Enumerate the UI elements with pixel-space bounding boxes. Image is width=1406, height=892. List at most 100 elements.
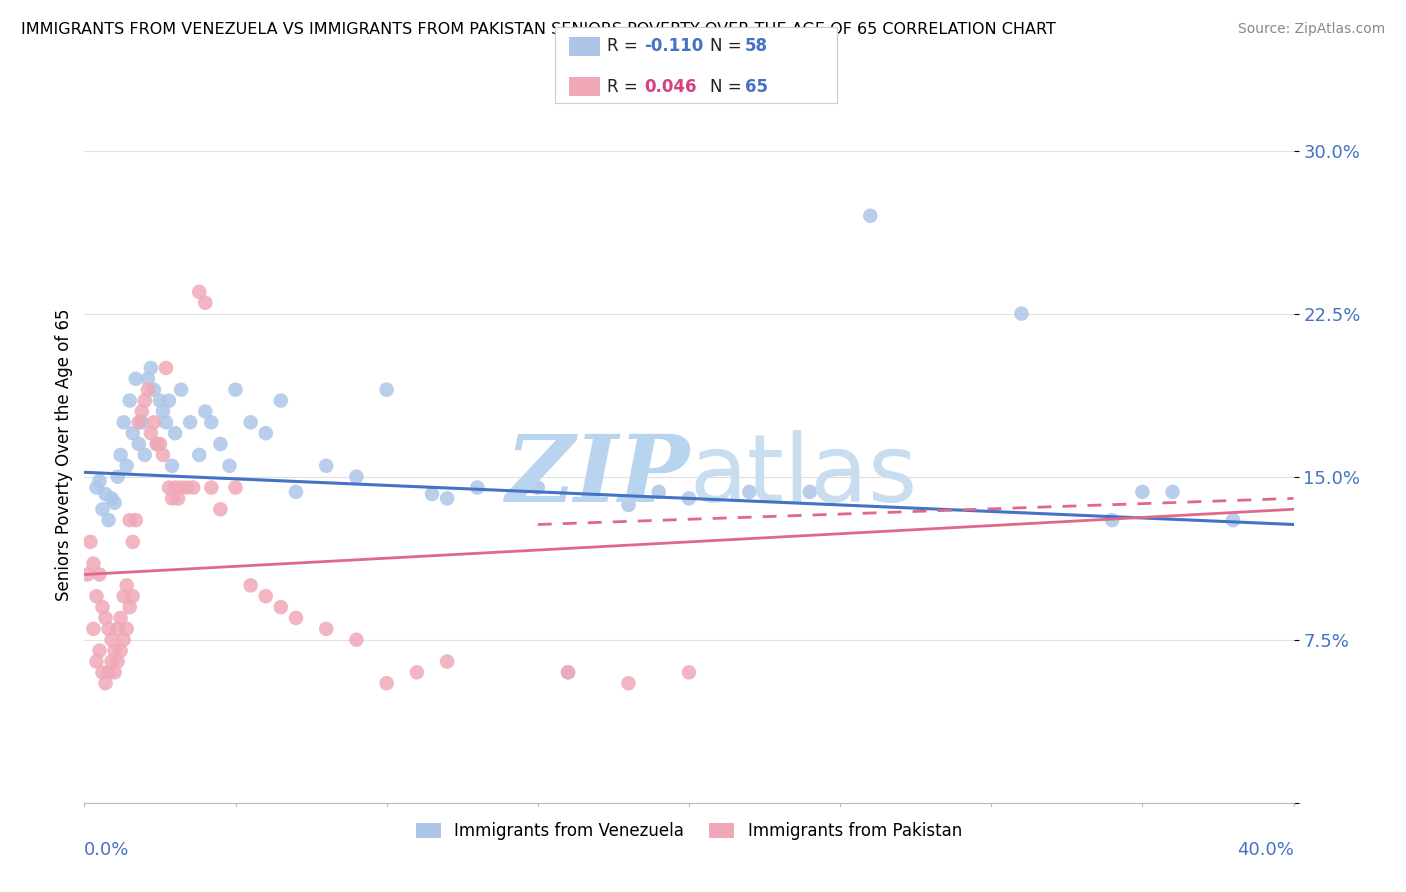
Point — [254, 426, 277, 441]
Text: 65: 65 — [745, 78, 768, 95]
Point — [100, 632, 122, 647]
Point — [188, 285, 211, 299]
Point — [118, 513, 141, 527]
Point — [200, 481, 222, 495]
Point — [557, 665, 579, 680]
Point — [94, 611, 117, 625]
Point — [104, 496, 127, 510]
Point — [149, 393, 172, 408]
Point — [104, 665, 127, 680]
Point — [194, 295, 217, 310]
Point — [188, 448, 211, 462]
Point — [375, 383, 398, 397]
Point — [406, 665, 429, 680]
Point — [91, 502, 114, 516]
Point — [121, 589, 143, 603]
Point — [94, 487, 117, 501]
Point — [125, 372, 148, 386]
Text: R =: R = — [607, 78, 644, 95]
Point — [149, 437, 172, 451]
Point — [110, 611, 132, 625]
Text: N =: N = — [710, 37, 747, 55]
Point — [115, 578, 138, 592]
Point — [86, 481, 108, 495]
Point — [1161, 484, 1184, 499]
Point — [346, 469, 368, 483]
Point — [152, 448, 174, 462]
Point — [200, 415, 222, 429]
Text: ZIP: ZIP — [505, 431, 689, 521]
Point — [209, 437, 232, 451]
Text: N =: N = — [710, 78, 747, 95]
Point — [112, 415, 135, 429]
Point — [194, 404, 217, 418]
Point — [678, 665, 700, 680]
Point — [97, 622, 120, 636]
Point — [285, 484, 308, 499]
Point — [167, 491, 190, 506]
Point — [617, 676, 640, 690]
Point — [375, 676, 398, 690]
Point — [86, 589, 108, 603]
Point — [91, 600, 114, 615]
Text: atlas: atlas — [689, 430, 917, 522]
Point — [82, 622, 104, 636]
Point — [239, 578, 262, 592]
Point — [420, 487, 443, 501]
Point — [128, 415, 150, 429]
Point — [107, 469, 129, 483]
Point — [859, 209, 882, 223]
Point — [131, 415, 153, 429]
Point — [270, 600, 292, 615]
Point — [209, 502, 232, 516]
Point — [436, 655, 458, 669]
Text: 0.046: 0.046 — [644, 78, 696, 95]
Point — [1130, 484, 1153, 499]
Point — [142, 415, 165, 429]
Point — [112, 632, 135, 647]
Point — [112, 589, 135, 603]
Point — [436, 491, 458, 506]
Text: R =: R = — [607, 37, 644, 55]
Point — [94, 676, 117, 690]
Point — [179, 415, 201, 429]
Point — [82, 557, 104, 571]
Point — [125, 513, 148, 527]
Point — [100, 491, 122, 506]
Point — [160, 458, 183, 473]
Point — [128, 437, 150, 451]
Legend: Immigrants from Venezuela, Immigrants from Pakistan: Immigrants from Venezuela, Immigrants fr… — [409, 815, 969, 847]
Point — [165, 481, 187, 495]
Point — [176, 481, 198, 495]
Point — [1101, 513, 1123, 527]
Point — [557, 665, 579, 680]
Point — [648, 484, 671, 499]
Point — [121, 426, 143, 441]
Point — [139, 426, 162, 441]
Point — [285, 611, 308, 625]
Point — [89, 567, 111, 582]
Point — [1011, 307, 1033, 321]
Point — [170, 481, 193, 495]
Point — [146, 437, 169, 451]
Y-axis label: Seniors Poverty Over the Age of 65: Seniors Poverty Over the Age of 65 — [55, 309, 73, 601]
Point — [315, 458, 337, 473]
Point — [799, 484, 821, 499]
Point — [110, 643, 132, 657]
Point — [346, 632, 368, 647]
Point — [97, 665, 120, 680]
Point — [89, 643, 111, 657]
Point — [160, 491, 183, 506]
Point — [157, 481, 180, 495]
Point — [107, 622, 129, 636]
Point — [79, 534, 101, 549]
Point — [142, 383, 165, 397]
Point — [152, 404, 174, 418]
Point — [181, 481, 204, 495]
Point — [239, 415, 262, 429]
Point — [270, 393, 292, 408]
Point — [218, 458, 240, 473]
Point — [136, 372, 159, 386]
Point — [121, 534, 143, 549]
Point — [115, 458, 138, 473]
